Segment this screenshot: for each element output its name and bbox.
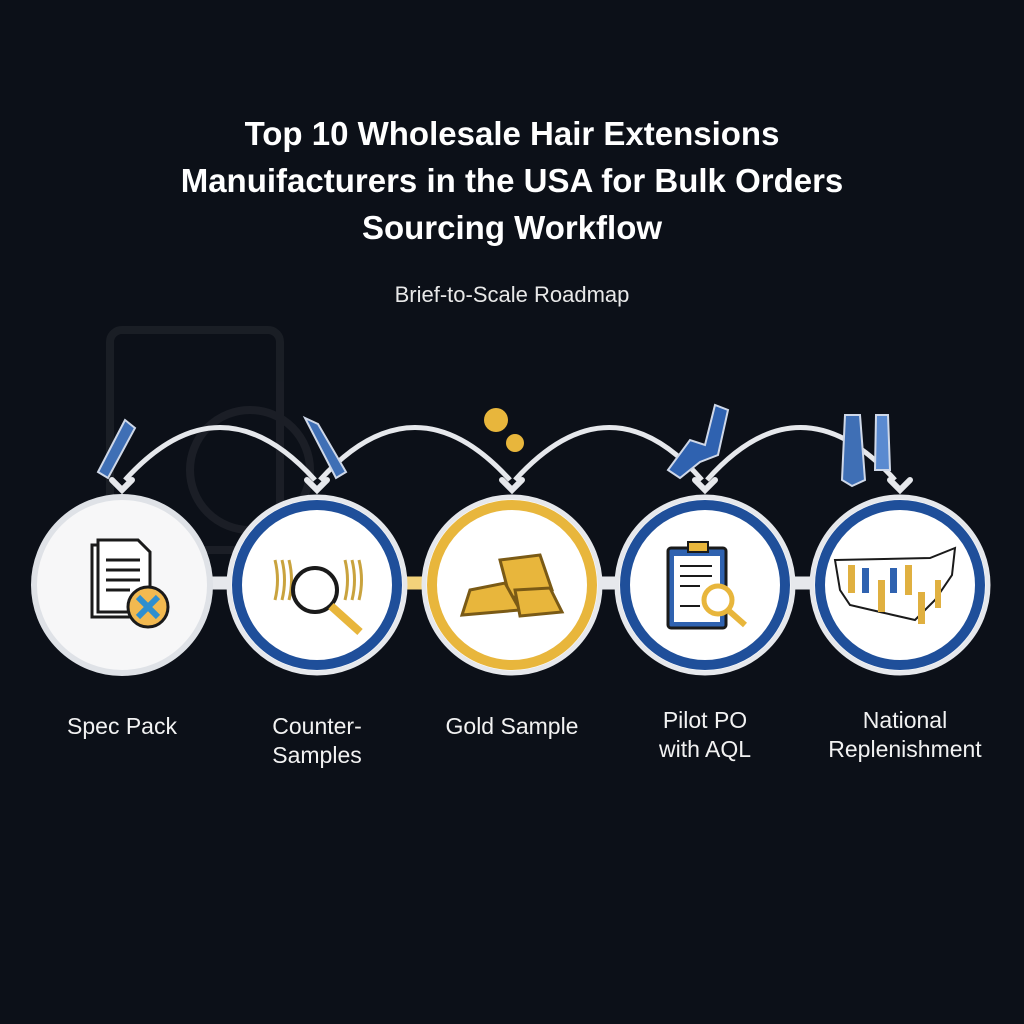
arc-arrowheads <box>109 477 913 495</box>
step-label-national-replenishment: National Replenishment <box>800 706 1010 764</box>
magnifier-hair-icon <box>273 559 363 635</box>
label-line: with AQL <box>658 736 752 762</box>
label-line: Samples <box>272 742 362 768</box>
subtitle: Brief-to-Scale Roadmap <box>394 282 630 307</box>
label-line: Spec Pack <box>67 713 177 739</box>
arc-2-3 <box>318 425 512 482</box>
step-label-spec-pack: Spec Pack <box>22 712 222 741</box>
label-line: Pilot PO <box>662 707 748 733</box>
title-line-1: Top 10 Wholesale Hair Extensions <box>244 115 780 152</box>
label-line: Gold Sample <box>445 713 579 739</box>
step-circle-3 <box>421 494 603 676</box>
hair-bundle-icon <box>96 403 892 488</box>
step-label-counter-samples: Counter- Samples <box>217 712 417 770</box>
gold-bars-icon <box>459 553 565 618</box>
arc-4-5 <box>705 425 897 482</box>
label-line: National <box>862 707 948 733</box>
document-icon <box>90 538 170 629</box>
connector-arcs <box>123 425 897 482</box>
clipboard-inspect-icon <box>666 541 747 630</box>
step-circle-5 <box>809 494 991 676</box>
step-circle-1 <box>31 494 213 676</box>
page-title: Top 10 Wholesale Hair Extensions Manuifa… <box>0 110 1024 251</box>
arc-1-2 <box>123 425 317 482</box>
step-circle-4 <box>614 494 796 676</box>
title-line-3: Sourcing Workflow <box>361 209 663 246</box>
step-label-pilot-po: Pilot PO with AQL <box>605 706 805 764</box>
label-line: Replenishment <box>828 736 982 762</box>
step-circle-2 <box>226 494 408 676</box>
usa-map-icon <box>833 546 957 624</box>
title-line-2: Manuifacturers in the USA for Bulk Order… <box>180 162 844 199</box>
label-line: Counter- <box>272 713 362 739</box>
step-label-gold-sample: Gold Sample <box>412 712 612 741</box>
